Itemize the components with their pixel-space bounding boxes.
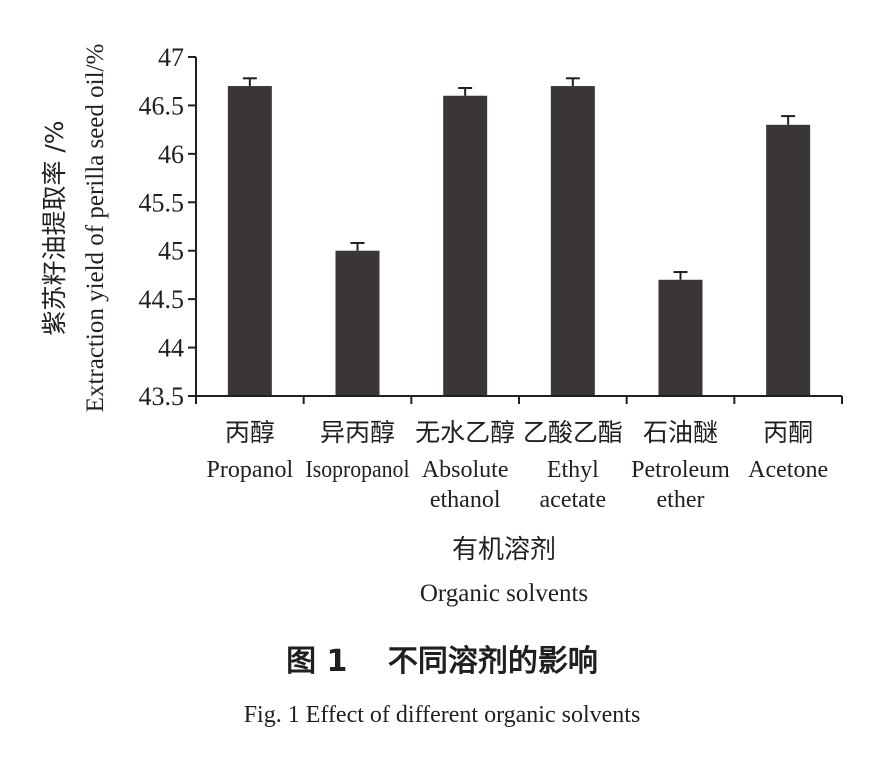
x-axis-label-chinese: 有机溶剂 (452, 535, 556, 565)
x-category-label-english: acetate (540, 487, 607, 513)
bar (335, 250, 380, 396)
x-axis-label-english: Organic solvents (420, 580, 588, 607)
x-category-label-english: ether (657, 487, 705, 513)
error-bars-layer (242, 77, 796, 280)
bar (443, 95, 488, 396)
bar (227, 86, 272, 397)
x-category-label-english: Petroleum (631, 457, 730, 483)
y-tick-label: 43.5 (139, 382, 185, 411)
y-tick-label: 46 (158, 140, 184, 169)
y-axis-label-english: Extraction yield of perilla seed oil/% (82, 44, 109, 413)
y-tick-label: 47 (158, 43, 184, 72)
x-category-label-chinese: 无水乙醇 (415, 418, 515, 447)
x-category-label-chinese: 石油醚 (643, 418, 718, 447)
y-tick-label: 45.5 (139, 188, 185, 217)
y-tick-label: 44 (158, 334, 184, 363)
y-axis-label-chinese: 紫苏籽油提取率 /% (40, 120, 69, 335)
x-category-label-english: Isopropanol (306, 457, 410, 483)
y-tick-label: 44.5 (139, 285, 185, 314)
x-category-label-chinese: 异丙醇 (320, 418, 395, 447)
x-category-label-english: Acetone (748, 457, 828, 483)
bar (658, 279, 703, 396)
x-category-label-english: Propanol (206, 457, 293, 483)
bar (550, 86, 595, 397)
y-ticks-layer: 43.5 44 44.5 45 45.5 46 46.5 47 (139, 43, 196, 411)
x-category-label-english: Ethyl (547, 457, 599, 483)
x-category-label-chinese: 丙醇 (225, 418, 275, 447)
y-tick-label: 45 (158, 237, 184, 266)
bar (766, 124, 811, 397)
x-category-label-english: ethanol (430, 487, 501, 513)
x-category-label-chinese: 丙酮 (763, 418, 813, 447)
x-category-label-chinese: 乙酸乙酯 (523, 418, 623, 447)
x-category-label-english: Absolute (422, 457, 509, 483)
figure-caption-english: Fig. 1 Effect of different organic solve… (244, 702, 641, 728)
figure-caption-chinese: 图 1 不同溶剂的影响 (286, 644, 598, 679)
bars-layer (227, 86, 811, 397)
y-tick-label: 46.5 (139, 91, 185, 120)
